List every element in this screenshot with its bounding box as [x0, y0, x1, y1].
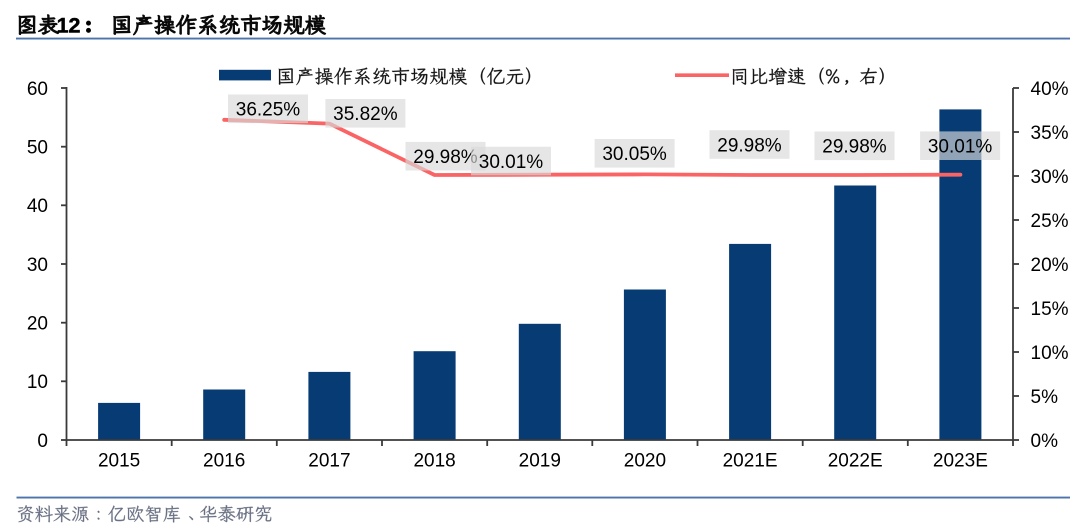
- svg-text:15%: 15%: [1031, 299, 1069, 320]
- svg-text:2015: 2015: [98, 451, 140, 472]
- svg-text:10%: 10%: [1031, 343, 1069, 364]
- svg-text:30: 30: [27, 255, 48, 276]
- svg-text:35.82%: 35.82%: [333, 104, 398, 125]
- svg-text:2020: 2020: [624, 451, 666, 472]
- svg-text:36.25%: 36.25%: [236, 100, 301, 121]
- svg-text:30.01%: 30.01%: [928, 137, 993, 158]
- svg-text:40%: 40%: [1031, 79, 1069, 100]
- svg-text:10: 10: [27, 372, 48, 393]
- svg-text:2017: 2017: [308, 451, 350, 472]
- svg-text:0: 0: [37, 431, 48, 452]
- svg-text:29.98%: 29.98%: [822, 137, 887, 158]
- svg-text:2021E: 2021E: [723, 451, 778, 472]
- svg-text:30.05%: 30.05%: [602, 144, 667, 165]
- svg-text:20: 20: [27, 314, 48, 335]
- svg-text:0%: 0%: [1031, 431, 1059, 452]
- svg-text:60: 60: [27, 79, 48, 100]
- svg-text:5%: 5%: [1031, 387, 1059, 408]
- svg-text:12: 12: [57, 13, 81, 37]
- svg-text:30.01%: 30.01%: [479, 152, 544, 173]
- svg-text:29.98%: 29.98%: [413, 147, 478, 168]
- svg-text:20%: 20%: [1031, 255, 1069, 276]
- svg-text:50: 50: [27, 138, 48, 159]
- svg-text:25%: 25%: [1031, 211, 1069, 232]
- svg-text:2019: 2019: [519, 451, 561, 472]
- svg-text:2018: 2018: [413, 451, 455, 472]
- svg-text:2023E: 2023E: [933, 451, 988, 472]
- svg-text:35%: 35%: [1031, 123, 1069, 144]
- svg-text:29.98%: 29.98%: [717, 135, 782, 156]
- svg-text:2022E: 2022E: [828, 451, 883, 472]
- svg-text:2016: 2016: [203, 451, 245, 472]
- svg-text:40: 40: [27, 196, 48, 217]
- svg-text:30%: 30%: [1031, 167, 1069, 188]
